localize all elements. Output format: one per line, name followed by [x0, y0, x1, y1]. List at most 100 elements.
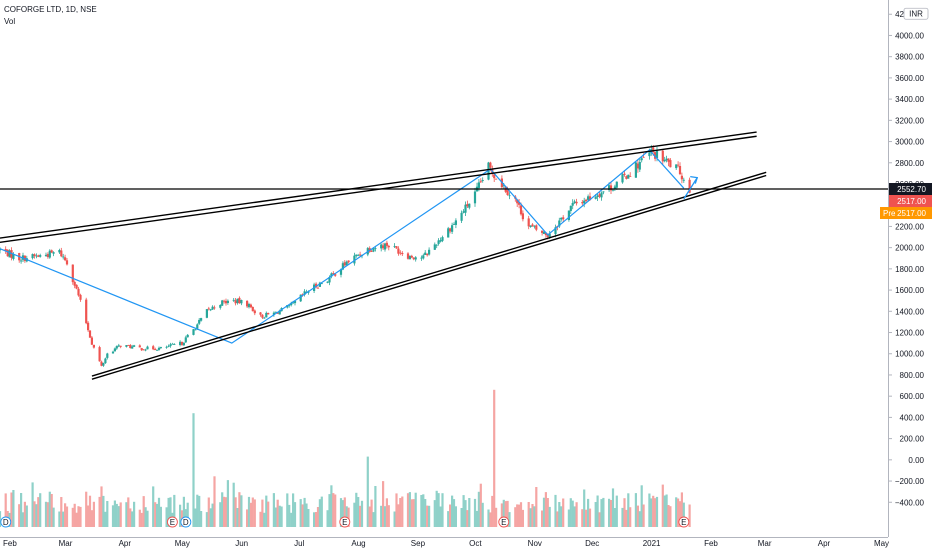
volume-bar — [360, 500, 364, 527]
currency-badge[interactable] — [903, 7, 929, 20]
candle — [88, 330, 92, 338]
time-axis: Feb Mar Apr May Jun Jul Aug Sep Oct Nov Dec 2021 Feb… — [0, 537, 889, 550]
volume-bar — [10, 492, 13, 527]
volume-bar — [661, 484, 664, 527]
candle — [44, 252, 48, 257]
earnings-marker[interactable]: E — [678, 516, 690, 528]
volume-bar — [305, 503, 308, 527]
volume-bar — [272, 493, 275, 527]
volume-bar — [200, 511, 203, 527]
volume-bar — [224, 497, 228, 527]
volume-bar — [504, 501, 507, 527]
candle — [330, 272, 333, 279]
candle — [265, 311, 268, 318]
lower-trendline-2[interactable] — [91, 171, 767, 377]
volume-bar — [52, 507, 55, 527]
volume-bar — [21, 512, 25, 527]
volume-bar — [320, 496, 323, 527]
volume-bar — [307, 509, 310, 527]
candle — [198, 318, 201, 325]
candle — [562, 215, 565, 222]
candle — [192, 329, 195, 336]
pre-market-price: 2517.00 — [897, 209, 926, 218]
candle — [194, 328, 197, 331]
candle — [35, 253, 38, 259]
volume-bar — [221, 492, 224, 527]
candle — [223, 299, 226, 304]
volume-bar — [276, 499, 279, 527]
volume-bar — [98, 496, 101, 527]
volume-bar — [267, 501, 270, 527]
volume-bar — [125, 502, 128, 527]
volume-bar — [613, 508, 616, 527]
candle — [77, 286, 80, 297]
volume-bar — [464, 500, 467, 527]
dividend-marker[interactable]: D — [180, 516, 192, 528]
volume-bar — [179, 504, 182, 527]
volume-bar — [186, 502, 189, 527]
candle — [113, 347, 116, 352]
candle — [205, 309, 208, 319]
volume-bar — [182, 496, 185, 527]
volume-bar — [395, 493, 398, 527]
volume-bar — [223, 496, 226, 527]
candle — [426, 253, 429, 257]
candle — [140, 347, 143, 351]
candle — [387, 244, 390, 251]
volume-bar — [111, 505, 115, 527]
volume-bar — [393, 511, 396, 527]
dividend-marker[interactable]: D — [0, 516, 12, 528]
candle — [326, 281, 329, 284]
candle — [462, 209, 465, 214]
volume-bar — [211, 503, 214, 527]
candle — [213, 305, 216, 310]
earnings-marker[interactable]: E — [498, 516, 510, 528]
candle — [232, 298, 235, 302]
earnings-marker[interactable]: E — [339, 516, 351, 528]
candle — [167, 344, 170, 348]
volume-bar — [426, 505, 429, 527]
candle — [466, 200, 469, 208]
candle — [144, 348, 147, 352]
y-tick-label: 2000.00 — [895, 244, 924, 253]
x-tick-label: Jun — [235, 539, 248, 548]
candle — [263, 316, 266, 319]
candle — [315, 282, 318, 289]
volume-bar — [359, 505, 362, 527]
volume-bar — [146, 510, 149, 527]
volume-bar — [475, 510, 479, 527]
candle — [581, 200, 584, 206]
svg-text:E: E — [681, 518, 686, 527]
volume-bar — [447, 511, 450, 527]
volume-bar — [357, 497, 360, 527]
projection-arrow[interactable] — [683, 175, 699, 200]
lower-trendline-1[interactable] — [91, 174, 767, 380]
candle — [246, 300, 249, 308]
volume-bar — [25, 505, 28, 527]
upper-trendline-2[interactable] — [0, 131, 757, 239]
candle — [665, 155, 668, 163]
zigzag-pattern-line[interactable] — [0, 149, 685, 344]
symbol-title: COFORGE LTD, 1D, NSE — [4, 5, 97, 14]
volume-bar — [196, 494, 199, 527]
candle — [380, 243, 383, 252]
svg-text:E: E — [501, 518, 506, 527]
volume-bar — [370, 499, 373, 527]
volume-bar — [410, 499, 413, 527]
volume-bar — [119, 502, 122, 527]
candle — [157, 346, 161, 351]
volume-bar — [554, 494, 557, 527]
y-tick-label: 1400.00 — [895, 307, 924, 316]
volume-bar — [466, 510, 469, 527]
candle — [535, 224, 538, 232]
candle — [334, 274, 337, 277]
candle — [441, 235, 444, 243]
volume-bar — [546, 498, 549, 527]
volume-bar — [588, 508, 592, 527]
earnings-marker[interactable]: E — [166, 516, 178, 528]
candle — [249, 303, 252, 309]
volume-bar — [508, 512, 511, 527]
candle — [106, 352, 109, 360]
